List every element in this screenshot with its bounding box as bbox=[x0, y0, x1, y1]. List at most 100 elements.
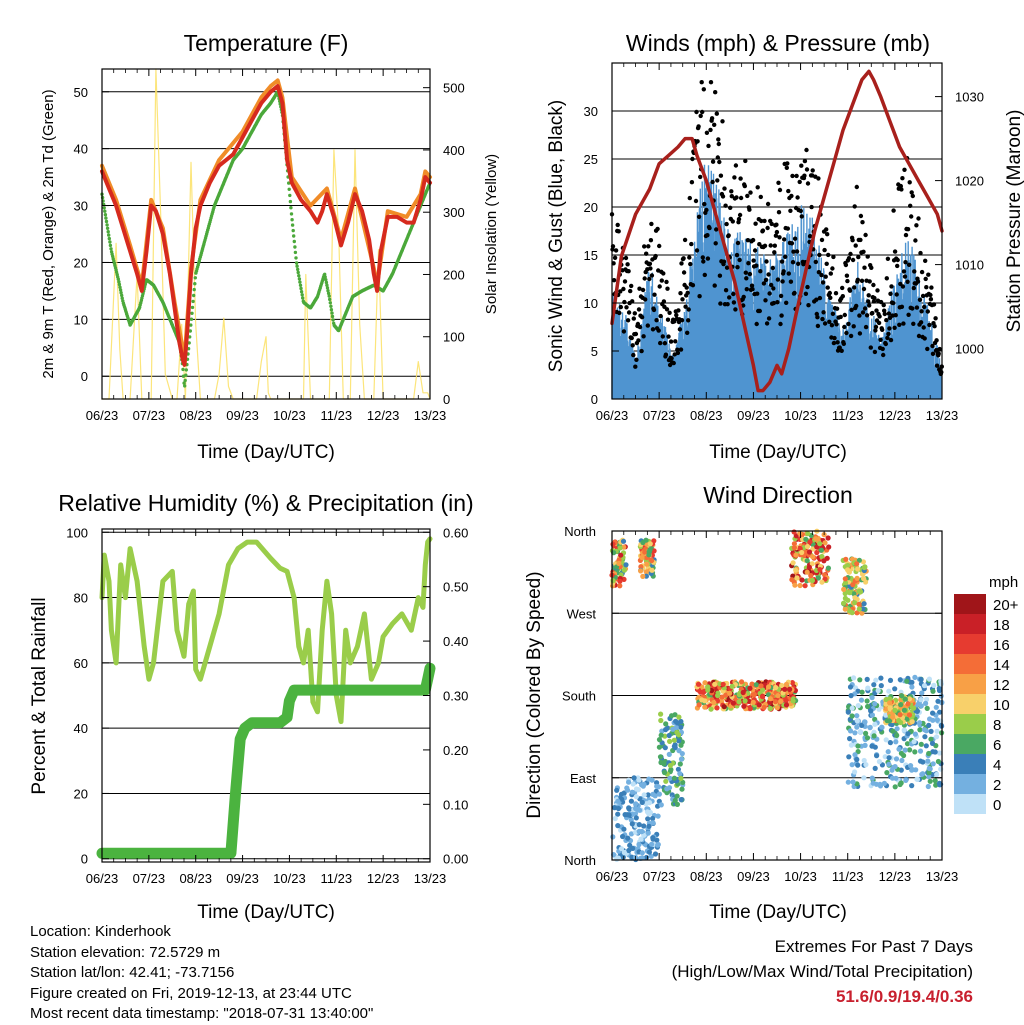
direction-point bbox=[615, 798, 621, 804]
gust-point bbox=[701, 259, 706, 264]
direction-point bbox=[817, 567, 823, 573]
direction-point bbox=[936, 687, 943, 694]
gust-point bbox=[870, 310, 875, 316]
direction-point bbox=[622, 812, 628, 818]
x-tick-label: 09/23 bbox=[737, 408, 770, 423]
direction-point bbox=[854, 718, 860, 724]
gust-point bbox=[722, 186, 727, 191]
dewpoint-point bbox=[294, 261, 299, 265]
direction-point bbox=[620, 538, 627, 544]
direction-point bbox=[758, 683, 764, 689]
gust-point bbox=[713, 241, 718, 246]
direction-point bbox=[633, 805, 639, 812]
x-tick-label: 13/23 bbox=[926, 408, 959, 423]
gust-point bbox=[825, 285, 830, 290]
gust-point bbox=[819, 237, 825, 243]
direction-point bbox=[926, 774, 932, 780]
gust-point bbox=[834, 306, 840, 311]
dewpoint-point bbox=[324, 280, 329, 285]
direction-point bbox=[723, 692, 729, 698]
direction-point bbox=[886, 688, 892, 694]
relative-humidity-line bbox=[99, 536, 433, 725]
direction-point bbox=[897, 712, 903, 718]
direction-point bbox=[847, 608, 853, 614]
gust-point bbox=[718, 173, 724, 178]
gust-point bbox=[831, 254, 836, 260]
direction-point bbox=[919, 771, 925, 778]
direction-point bbox=[872, 744, 878, 750]
direction-point bbox=[626, 779, 632, 785]
direction-point bbox=[666, 732, 672, 739]
direction-point bbox=[750, 699, 756, 705]
gust-point bbox=[914, 223, 919, 228]
gust-point bbox=[682, 237, 688, 243]
gust-point bbox=[895, 257, 900, 263]
gust-point bbox=[922, 304, 927, 310]
gust-point bbox=[769, 282, 774, 288]
gust-point bbox=[767, 291, 772, 296]
gust-point bbox=[778, 293, 784, 299]
gust-point bbox=[899, 187, 904, 192]
gust-point bbox=[861, 286, 867, 292]
gust-point bbox=[695, 139, 700, 144]
gust-point bbox=[653, 253, 658, 259]
gust-point bbox=[862, 306, 868, 311]
direction-point bbox=[618, 552, 624, 558]
dewpoint-series bbox=[100, 90, 432, 388]
direction-point bbox=[774, 705, 780, 711]
gust-point bbox=[880, 327, 885, 332]
dewpoint-point bbox=[107, 236, 112, 241]
gust-point bbox=[876, 320, 882, 326]
gust-point bbox=[735, 265, 740, 270]
winds-y2label: Station Pressure (Maroon) bbox=[1004, 110, 1024, 333]
gust-point bbox=[905, 279, 910, 284]
dewpoint-point bbox=[296, 267, 300, 272]
direction-point bbox=[917, 748, 924, 754]
x-tick-label: 07/23 bbox=[133, 871, 166, 886]
gust-point bbox=[721, 259, 727, 264]
direction-point bbox=[751, 691, 758, 698]
y-tick-label: 20 bbox=[74, 786, 88, 801]
direction-point bbox=[902, 696, 908, 702]
y-tick-label: West bbox=[567, 606, 597, 621]
colorbar-label: 6 bbox=[993, 737, 1001, 754]
direction-point bbox=[819, 579, 825, 585]
gust-point bbox=[824, 261, 829, 266]
wind-direction-ylabel: Direction (Colored By Speed) bbox=[524, 571, 545, 818]
direction-point bbox=[617, 583, 623, 589]
gust-point bbox=[901, 321, 906, 326]
gust-point bbox=[702, 272, 707, 278]
direction-point bbox=[656, 744, 663, 750]
dewpoint-point bbox=[189, 317, 194, 321]
dewpoint-point bbox=[325, 283, 329, 287]
gust-point bbox=[645, 323, 650, 328]
dewpoint-point bbox=[330, 314, 335, 319]
y2-tick-label: 200 bbox=[443, 267, 465, 282]
direction-point bbox=[917, 727, 923, 733]
direction-point bbox=[658, 732, 664, 738]
direction-point bbox=[887, 677, 894, 684]
direction-point bbox=[658, 802, 664, 808]
direction-point bbox=[923, 728, 929, 734]
direction-point bbox=[650, 791, 656, 798]
gust-point bbox=[766, 316, 772, 321]
winds-plot-area bbox=[609, 69, 944, 399]
y2-tick-label: 1020 bbox=[955, 174, 984, 189]
y-tick-label: 25 bbox=[584, 152, 598, 167]
direction-point bbox=[909, 684, 915, 690]
y2-tick-label: 0.00 bbox=[443, 852, 468, 867]
gust-point bbox=[909, 190, 914, 195]
direction-point bbox=[680, 779, 686, 786]
direction-point bbox=[654, 783, 660, 789]
gust-point bbox=[708, 127, 713, 133]
gust-point bbox=[886, 311, 892, 316]
gust-point bbox=[745, 193, 750, 199]
gust-point bbox=[668, 339, 674, 344]
gust-point bbox=[649, 273, 655, 278]
gust-point bbox=[723, 288, 729, 293]
direction-point bbox=[645, 792, 651, 798]
gust-point bbox=[875, 288, 880, 293]
gust-point bbox=[709, 116, 715, 121]
x-tick-label: 07/23 bbox=[643, 408, 676, 423]
gust-point bbox=[712, 122, 717, 128]
